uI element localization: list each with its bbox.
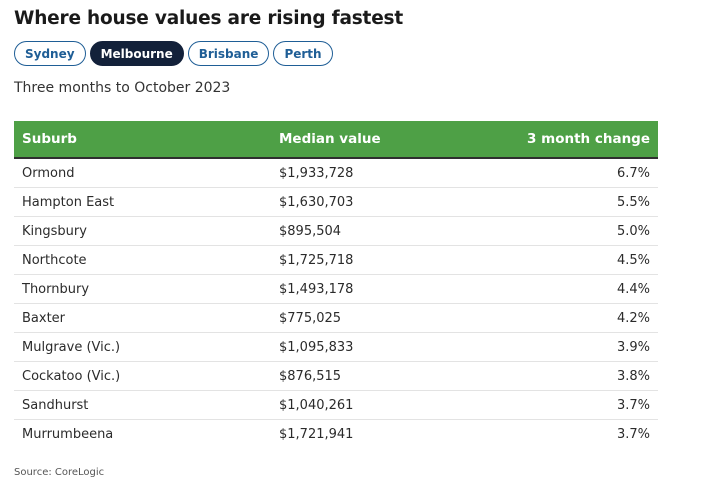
- column-header-suburb[interactable]: Suburb: [14, 121, 271, 159]
- city-tabs: Sydney Melbourne Brisbane Perth: [14, 41, 333, 66]
- table-row: Kingsbury $895,504 5.0%: [14, 216, 658, 246]
- cell-change: 3.9%: [477, 332, 658, 362]
- table-row: Hampton East $1,630,703 5.5%: [14, 187, 658, 217]
- tab-brisbane[interactable]: Brisbane: [187, 41, 270, 66]
- table-row: Northcote $1,725,718 4.5%: [14, 245, 658, 275]
- cell-change: 3.7%: [616, 426, 650, 442]
- column-header-3-month-change[interactable]: 3 month change: [477, 121, 658, 159]
- table-row: Murrumbeena $1,721,941 3.7%: [14, 420, 658, 449]
- cell-change: 4.4%: [477, 274, 658, 304]
- cell-median-value: $775,025: [271, 303, 477, 333]
- cell-suburb: Cockatoo (Vic.): [14, 361, 271, 391]
- cell-median-value: $1,040,261: [271, 390, 477, 420]
- cell-median-value: $1,630,703: [271, 187, 477, 217]
- cell-change: 5.0%: [477, 216, 658, 246]
- cell-suburb: Northcote: [14, 245, 271, 275]
- table-row: Sandhurst $1,040,261 3.7%: [14, 390, 658, 420]
- tab-melbourne[interactable]: Melbourne: [89, 41, 184, 66]
- tab-sydney[interactable]: Sydney: [14, 41, 86, 66]
- table-row: Cockatoo (Vic.) $876,515 3.8%: [14, 361, 658, 391]
- cell-suburb: Mulgrave (Vic.): [14, 332, 271, 362]
- tab-perth[interactable]: Perth: [273, 41, 333, 66]
- table-row: Ormond $1,933,728 6.7%: [14, 158, 658, 188]
- cell-suburb: Thornbury: [14, 274, 271, 304]
- table-header-row: Suburb Median value 3 month change: [14, 121, 658, 159]
- cell-change: 6.7%: [477, 158, 658, 188]
- cell-median-value: $1,095,833: [271, 332, 477, 362]
- cell-change: 5.5%: [477, 187, 658, 217]
- cell-change: 4.2%: [477, 303, 658, 333]
- table-row: Mulgrave (Vic.) $1,095,833 3.9%: [14, 332, 658, 362]
- cell-suburb: Murrumbeena: [22, 426, 114, 442]
- table-row: Thornbury $1,493,178 4.4%: [14, 274, 658, 304]
- cell-median-value: $1,721,941: [279, 426, 354, 442]
- source-note: Source: CoreLogic: [14, 467, 105, 478]
- cell-median-value: $876,515: [271, 361, 477, 391]
- column-header-median-value[interactable]: Median value: [271, 121, 477, 159]
- cell-suburb: Ormond: [14, 158, 271, 188]
- cell-suburb: Baxter: [14, 303, 271, 333]
- cell-change: 4.5%: [477, 245, 658, 275]
- cell-suburb: Kingsbury: [14, 216, 271, 246]
- table-row: Baxter $775,025 4.2%: [14, 303, 658, 333]
- cell-median-value: $1,933,728: [271, 158, 477, 188]
- page-title: Where house values are rising fastest: [14, 8, 403, 29]
- cell-median-value: $895,504: [271, 216, 477, 246]
- cell-median-value: $1,493,178: [271, 274, 477, 304]
- cell-median-value: $1,725,718: [271, 245, 477, 275]
- suburb-table: Suburb Median value 3 month change Ormon…: [14, 121, 658, 448]
- page-subtitle: Three months to October 2023: [14, 80, 231, 96]
- cell-change: 3.8%: [477, 361, 658, 391]
- cell-change: 3.7%: [477, 390, 658, 420]
- cell-suburb: Sandhurst: [14, 390, 271, 420]
- cell-suburb: Hampton East: [14, 187, 271, 217]
